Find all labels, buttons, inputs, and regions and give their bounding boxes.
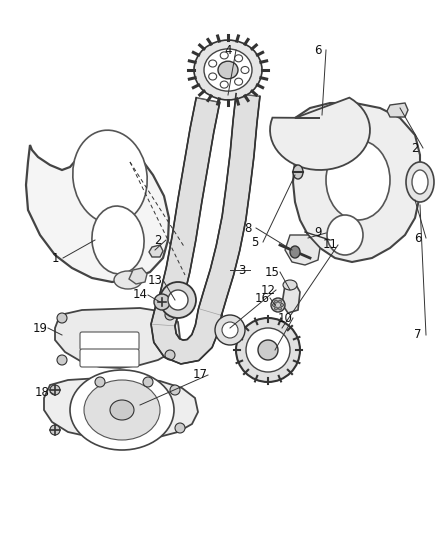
Text: 2: 2	[411, 141, 419, 155]
Text: 8: 8	[244, 222, 252, 235]
Ellipse shape	[165, 310, 175, 320]
Ellipse shape	[215, 315, 245, 345]
Ellipse shape	[275, 300, 278, 303]
Ellipse shape	[114, 271, 142, 289]
Ellipse shape	[293, 165, 303, 179]
Text: 18: 18	[35, 385, 49, 399]
Ellipse shape	[236, 318, 300, 382]
Ellipse shape	[326, 140, 390, 220]
Ellipse shape	[275, 307, 278, 310]
Text: 13: 13	[148, 273, 162, 287]
Ellipse shape	[220, 81, 228, 88]
Text: 12: 12	[261, 284, 276, 296]
Text: 11: 11	[322, 238, 338, 252]
Ellipse shape	[271, 298, 285, 312]
Ellipse shape	[73, 130, 147, 224]
Ellipse shape	[170, 385, 180, 395]
Text: 4: 4	[224, 44, 232, 56]
Text: 9: 9	[314, 227, 322, 239]
Text: 6: 6	[414, 231, 422, 245]
Ellipse shape	[57, 313, 67, 323]
Ellipse shape	[208, 60, 217, 67]
Ellipse shape	[279, 307, 282, 310]
Ellipse shape	[175, 423, 185, 433]
Text: 1: 1	[51, 252, 59, 264]
Ellipse shape	[283, 280, 297, 290]
Text: 3: 3	[238, 263, 246, 277]
Ellipse shape	[220, 52, 228, 59]
Text: 5: 5	[251, 236, 259, 248]
Ellipse shape	[235, 55, 243, 62]
Text: 14: 14	[133, 288, 148, 302]
FancyBboxPatch shape	[80, 332, 139, 350]
Ellipse shape	[272, 303, 276, 306]
Ellipse shape	[92, 206, 144, 274]
Ellipse shape	[168, 290, 188, 310]
Ellipse shape	[154, 294, 170, 310]
Ellipse shape	[290, 246, 300, 258]
Ellipse shape	[57, 355, 67, 365]
Ellipse shape	[241, 67, 249, 74]
Polygon shape	[26, 143, 169, 282]
Ellipse shape	[280, 303, 283, 306]
Ellipse shape	[235, 78, 243, 85]
Ellipse shape	[143, 377, 153, 387]
Text: 15: 15	[265, 265, 279, 279]
Polygon shape	[151, 94, 260, 364]
Polygon shape	[44, 378, 198, 440]
Polygon shape	[270, 98, 370, 170]
Ellipse shape	[246, 328, 290, 372]
Ellipse shape	[70, 370, 174, 450]
Ellipse shape	[208, 73, 217, 80]
Polygon shape	[149, 245, 163, 257]
Text: 16: 16	[254, 292, 269, 304]
Ellipse shape	[279, 300, 282, 303]
Text: 19: 19	[32, 321, 47, 335]
Ellipse shape	[50, 385, 60, 395]
Ellipse shape	[258, 340, 278, 360]
Polygon shape	[55, 308, 180, 368]
Polygon shape	[129, 268, 147, 284]
Ellipse shape	[204, 49, 252, 91]
Ellipse shape	[165, 350, 175, 360]
Polygon shape	[387, 103, 408, 117]
Ellipse shape	[50, 425, 60, 435]
Ellipse shape	[95, 377, 105, 387]
Text: 17: 17	[192, 368, 208, 382]
Polygon shape	[282, 283, 300, 313]
Ellipse shape	[110, 400, 134, 420]
Ellipse shape	[222, 322, 238, 338]
Ellipse shape	[160, 282, 196, 318]
Polygon shape	[293, 103, 420, 262]
Ellipse shape	[84, 380, 160, 440]
Text: 6: 6	[314, 44, 322, 56]
Ellipse shape	[406, 162, 434, 202]
FancyBboxPatch shape	[80, 349, 139, 367]
Text: 7: 7	[414, 328, 422, 342]
Ellipse shape	[412, 170, 428, 194]
Ellipse shape	[218, 61, 238, 79]
Ellipse shape	[327, 215, 363, 255]
Polygon shape	[285, 235, 320, 265]
Text: 10: 10	[278, 311, 293, 325]
Text: 2: 2	[154, 233, 162, 246]
Ellipse shape	[194, 40, 262, 100]
